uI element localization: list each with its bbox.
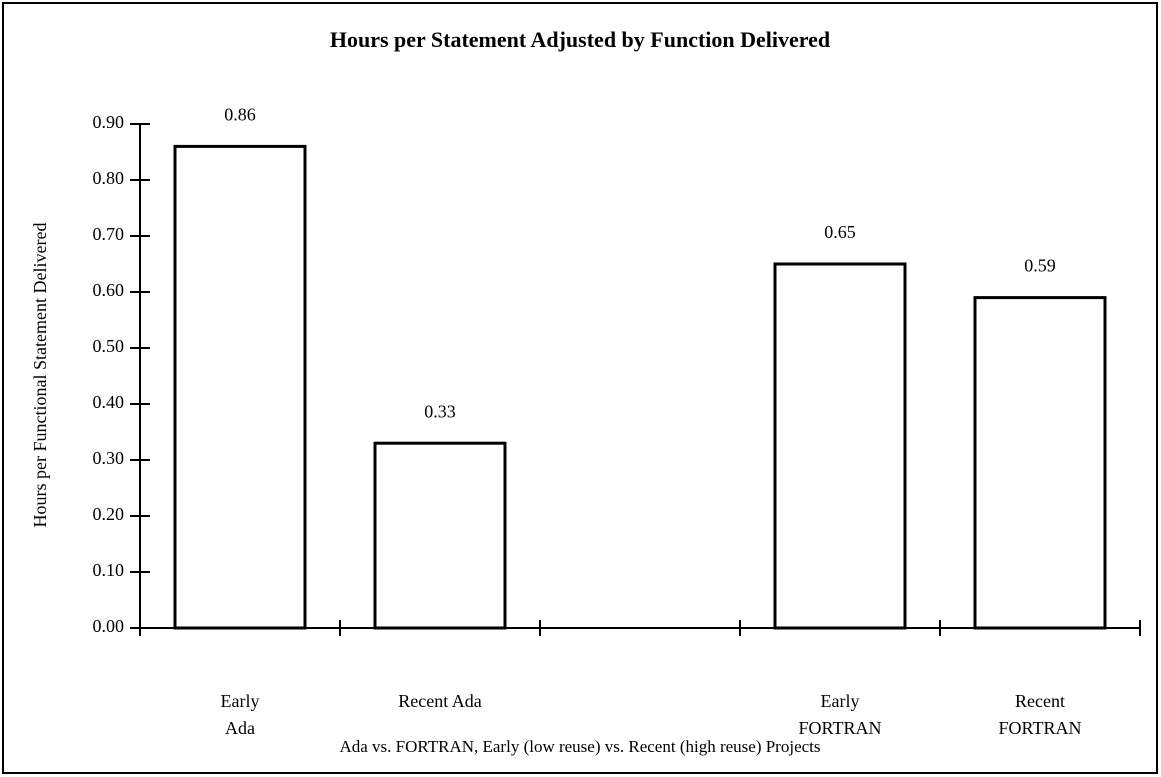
bar bbox=[373, 441, 507, 630]
y-tick-label: 0.70 bbox=[93, 224, 125, 244]
y-tick-label: 0.50 bbox=[93, 336, 125, 356]
x-tick-label: Recent Ada bbox=[398, 691, 482, 711]
x-tick-label: Early Ada bbox=[220, 691, 260, 738]
y-tick-label: 0.00 bbox=[93, 616, 125, 636]
y-tick-label: 0.60 bbox=[93, 280, 125, 300]
y-tick-label: 0.30 bbox=[93, 448, 125, 468]
x-axis-label: Ada vs. FORTRAN, Early (low reuse) vs. R… bbox=[339, 737, 820, 756]
chart-title: Hours per Statement Adjusted by Function… bbox=[330, 27, 830, 52]
bar bbox=[973, 296, 1107, 630]
y-tick-label: 0.90 bbox=[93, 112, 125, 132]
bar bbox=[173, 144, 307, 630]
y-axis-label: Hours per Functional Statement Delivered bbox=[30, 223, 50, 528]
data-label: 0.59 bbox=[1024, 256, 1056, 276]
y-tick-label: 0.40 bbox=[93, 392, 125, 412]
y-tick-label: 0.10 bbox=[93, 560, 125, 580]
bar bbox=[773, 262, 907, 630]
data-label: 0.33 bbox=[424, 401, 456, 421]
data-label: 0.65 bbox=[824, 222, 856, 242]
data-label: 0.86 bbox=[224, 105, 256, 125]
x-tick-label: Recent FORTRAN bbox=[998, 691, 1082, 738]
x-tick-label: Early FORTRAN bbox=[798, 691, 882, 738]
y-tick-label: 0.80 bbox=[93, 168, 125, 188]
y-tick-label: 0.20 bbox=[93, 504, 125, 524]
